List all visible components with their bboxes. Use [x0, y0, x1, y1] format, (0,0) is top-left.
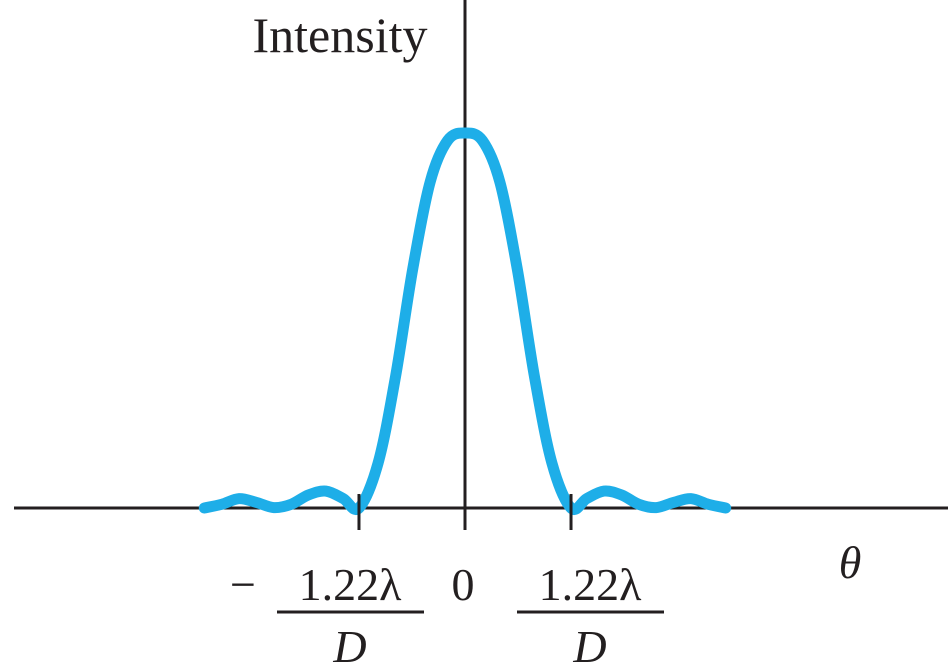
intensity-curve	[198, 127, 732, 515]
tick-label-neg-numerator: 1.22λ	[299, 559, 403, 610]
tick-label-pos: 1.22λ D	[517, 559, 664, 671]
x-ticks	[357, 494, 573, 530]
tick-label-neg: − 1.22λ D	[230, 559, 424, 671]
tick-label-pos-denominator: D	[572, 621, 606, 671]
tick-label-zero: 0	[452, 559, 475, 610]
tick-label-neg-denominator: D	[332, 621, 366, 671]
tick-label-pos-numerator: 1.22λ	[539, 559, 643, 610]
y-axis-label: Intensity	[253, 7, 428, 63]
x-axis-label: θ	[839, 537, 862, 588]
tick-label-neg-sign: −	[230, 559, 256, 610]
